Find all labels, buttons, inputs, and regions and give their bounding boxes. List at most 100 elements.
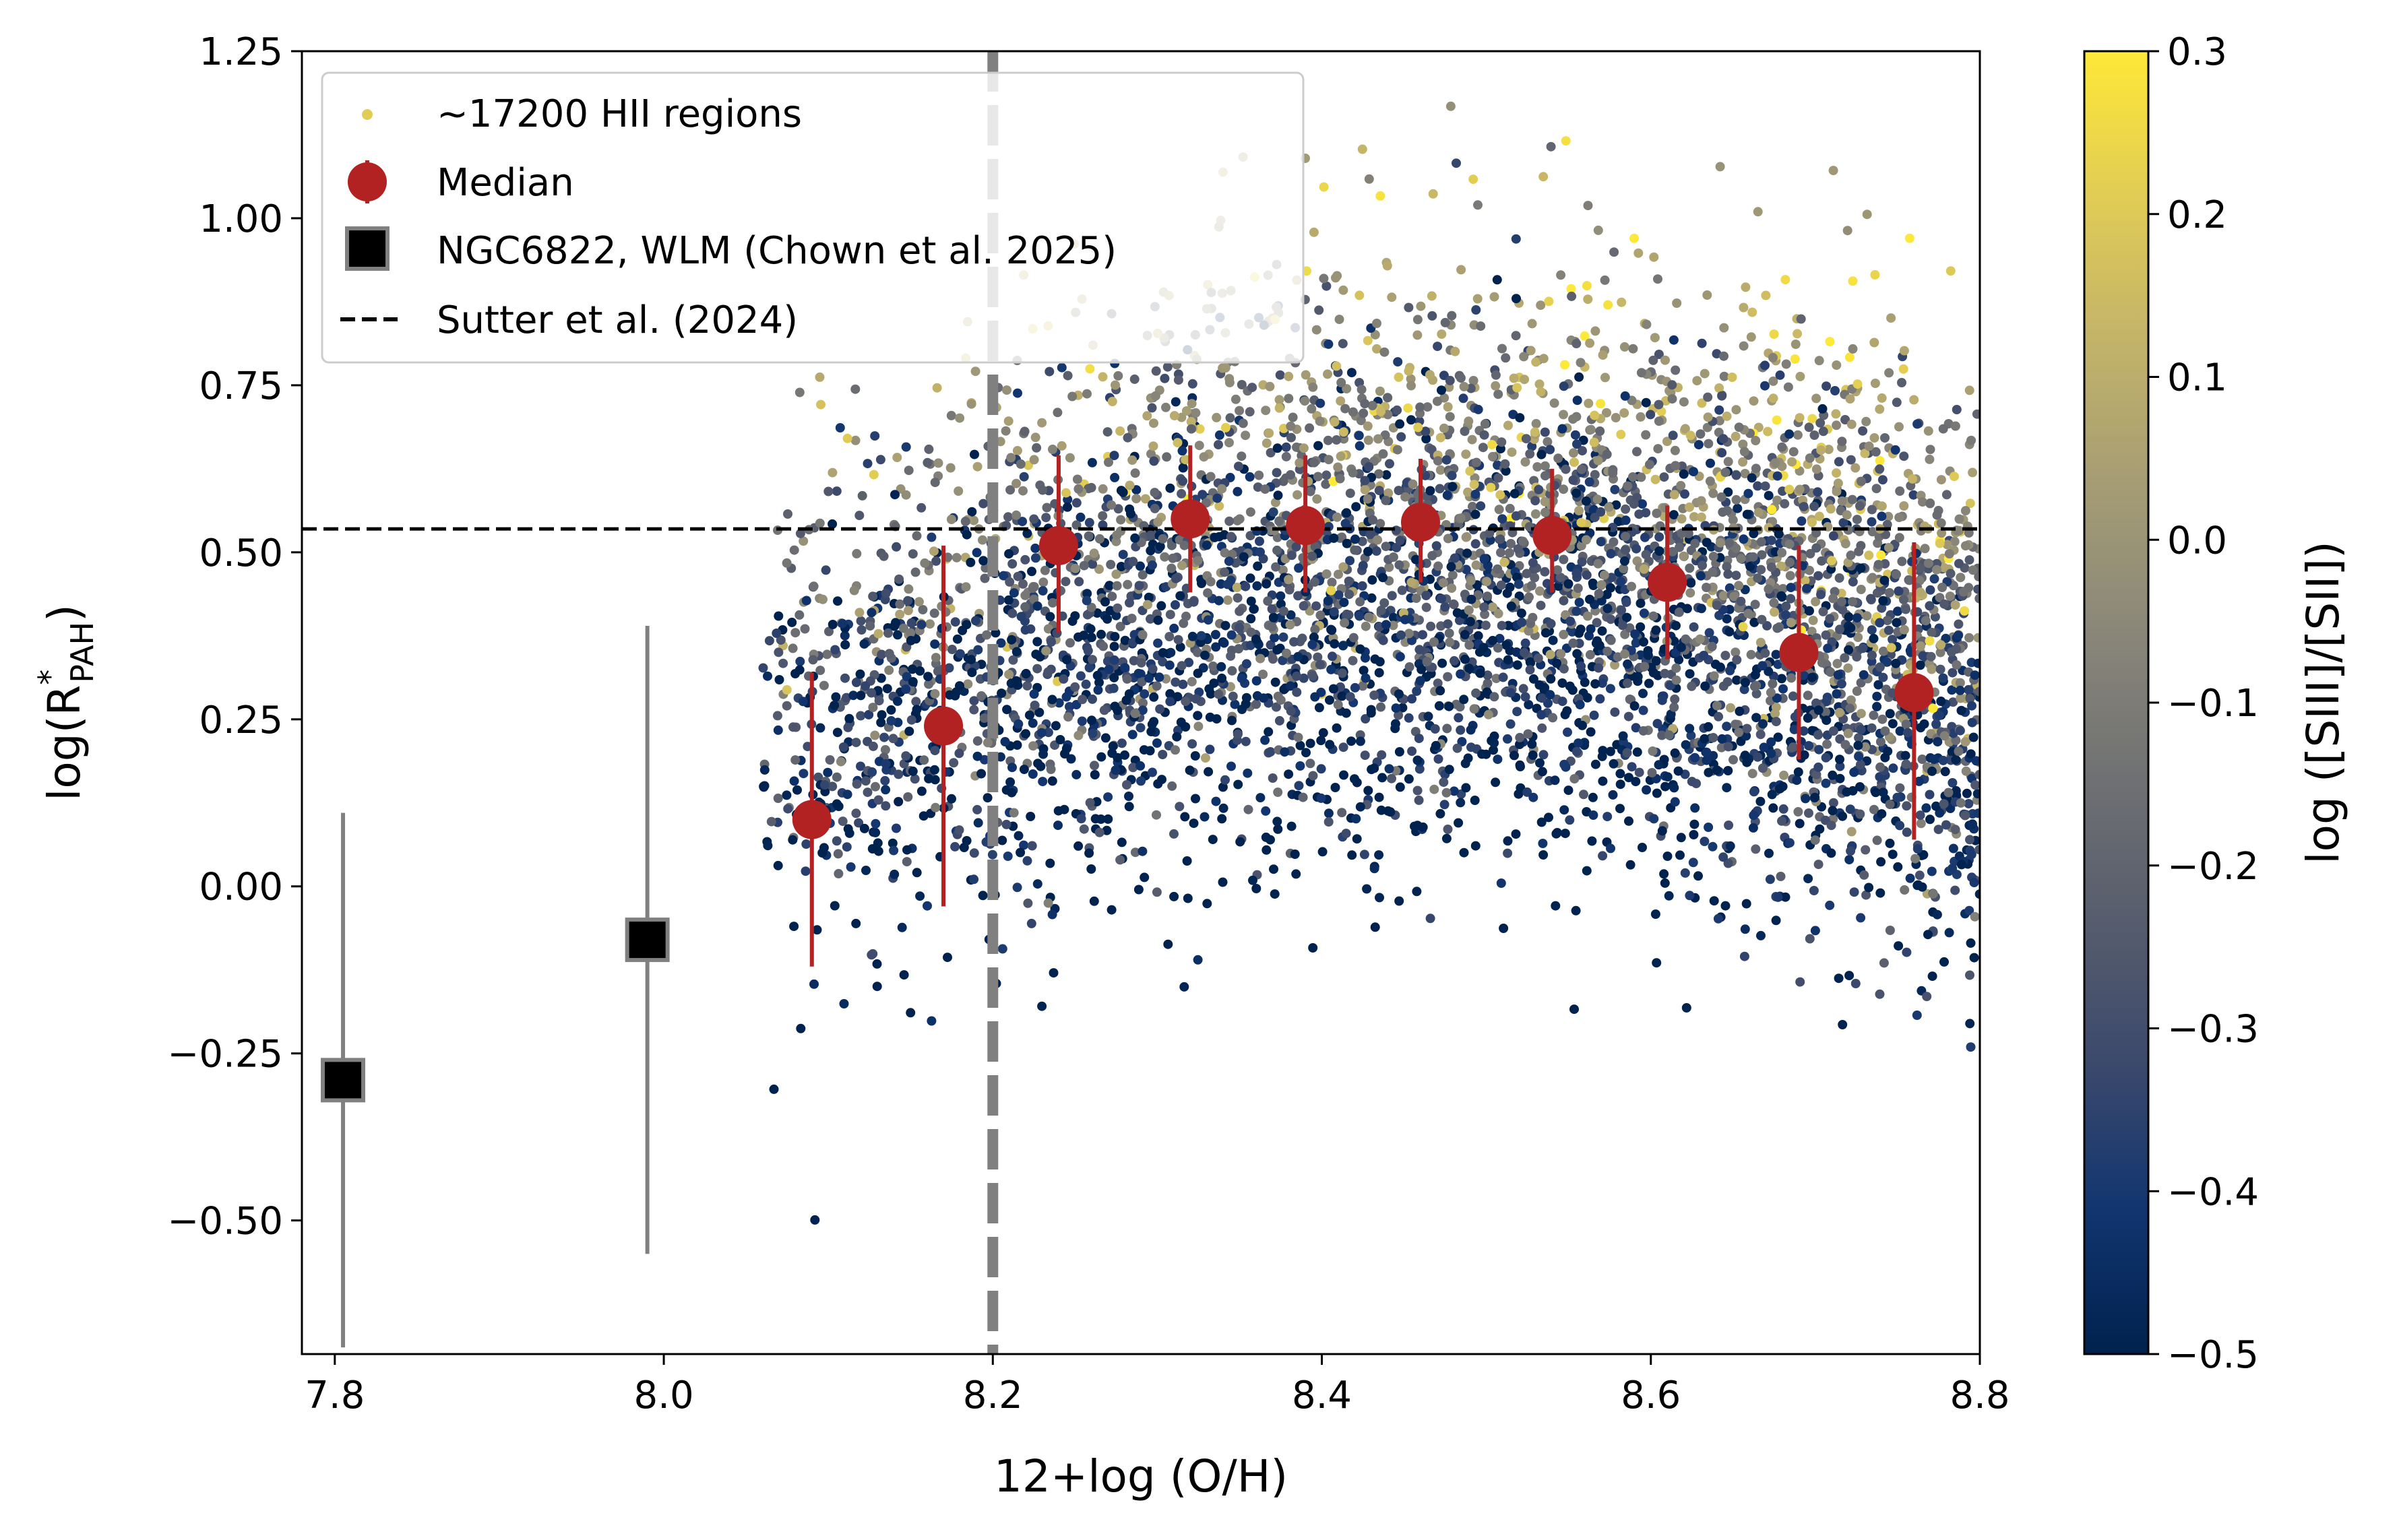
hii-region-point: [1810, 792, 1820, 802]
hii-region-point: [1460, 759, 1470, 769]
hii-region-point: [1641, 430, 1651, 440]
hii-region-point: [1708, 488, 1718, 499]
hii-region-point: [923, 672, 933, 682]
hii-region-point: [1395, 651, 1405, 662]
hii-region-point: [843, 722, 853, 732]
hii-region-point: [871, 819, 881, 829]
hii-region-point: [1177, 412, 1187, 422]
hii-region-point: [1654, 546, 1664, 556]
hii-region-point: [1815, 824, 1825, 834]
hii-region-point: [1769, 598, 1779, 608]
hii-region-point: [1793, 329, 1803, 339]
hii-region-point: [1414, 734, 1424, 744]
hii-region-point: [828, 468, 838, 478]
hii-region-point: [1718, 591, 1728, 601]
hii-region-point: [817, 848, 828, 858]
hii-region-point: [1572, 395, 1582, 406]
hii-region-point: [1165, 483, 1175, 493]
hii-region-point: [1348, 633, 1359, 643]
hii-region-point: [1937, 583, 1948, 592]
hii-region-point: [1309, 632, 1319, 642]
hii-region-point: [1433, 561, 1443, 571]
hii-region-point: [1699, 651, 1709, 660]
hii-region-point: [1675, 850, 1685, 860]
hii-region-point: [978, 891, 988, 901]
hii-region-point: [1724, 604, 1735, 614]
hii-region-point: [1560, 709, 1570, 719]
hii-region-point: [1175, 802, 1185, 812]
hii-region-point: [1811, 393, 1821, 404]
hii-region-point: [1412, 686, 1422, 696]
hii-region-point: [1437, 385, 1446, 395]
hii-region-point: [1241, 736, 1251, 746]
hii-region-point: [1140, 494, 1150, 504]
hii-region-point: [1512, 647, 1522, 657]
hii-region-point: [1696, 604, 1706, 614]
hii-region-point: [1702, 538, 1712, 548]
hii-region-point: [851, 678, 861, 687]
hii-region-point: [1505, 548, 1514, 558]
hii-region-point: [954, 486, 964, 496]
hii-region-point: [1495, 490, 1505, 500]
hii-region-point: [1651, 656, 1661, 666]
hii-region-point: [1330, 783, 1340, 792]
hii-region-point: [1111, 765, 1121, 775]
hii-region-point: [1018, 486, 1028, 496]
hii-region-point: [1470, 489, 1481, 499]
hii-region-point: [1377, 750, 1387, 760]
hii-region-point: [1110, 632, 1120, 641]
hii-region-point: [1471, 305, 1481, 315]
hii-region-point: [1278, 565, 1288, 575]
hii-region-point: [1435, 686, 1445, 696]
hii-region-point: [1499, 924, 1509, 933]
hii-region-point: [1704, 721, 1713, 732]
hii-region-point: [1087, 457, 1097, 468]
hii-region-point: [1747, 769, 1757, 779]
hii-region-point: [1214, 430, 1224, 440]
hii-region-point: [1826, 821, 1836, 831]
hii-region-point: [1855, 782, 1865, 792]
hii-region-point: [1200, 812, 1210, 822]
hii-region-point: [1633, 676, 1643, 686]
hii-region-point: [1938, 424, 1948, 434]
hii-region-point: [1597, 626, 1607, 636]
hii-region-point: [1631, 638, 1641, 648]
hii-region-point: [1733, 503, 1743, 513]
hii-region-point: [1395, 536, 1405, 546]
hii-region-point: [1214, 501, 1224, 511]
hii-region-point: [1396, 432, 1406, 442]
hii-region-point: [1338, 339, 1348, 349]
hii-region-point: [1007, 763, 1017, 773]
hii-region-point: [1055, 735, 1065, 744]
hii-region-point: [1357, 581, 1367, 591]
hii-region-point: [1350, 774, 1359, 784]
hii-region-point: [1632, 447, 1642, 457]
hii-region-point: [1892, 618, 1902, 628]
hii-region-point: [1431, 541, 1441, 551]
hii-region-point: [1316, 764, 1326, 774]
hii-region-point: [1082, 389, 1092, 399]
hii-region-point: [1945, 266, 1956, 276]
hii-region-point: [759, 765, 770, 775]
hii-region-point: [1680, 868, 1690, 878]
hii-region-point: [1764, 584, 1774, 594]
hii-region-point: [1747, 473, 1757, 483]
hii-region-point: [894, 574, 904, 584]
hii-region-point: [1084, 531, 1094, 541]
hii-region-point: [1925, 585, 1935, 595]
hii-region-point: [1208, 835, 1218, 845]
hii-region-point: [919, 755, 929, 765]
hii-region-point: [823, 767, 833, 777]
hii-region-point: [1197, 579, 1206, 588]
hii-region-point: [1113, 371, 1123, 381]
hii-region-point: [1696, 496, 1706, 506]
hii-region-point: [1772, 693, 1782, 703]
hii-region-point: [1536, 387, 1546, 397]
hii-region-point: [1522, 787, 1532, 797]
hii-region-point: [1795, 819, 1805, 829]
hii-region-point: [832, 836, 842, 846]
hii-region-point: [1439, 777, 1449, 788]
hii-region-point: [1028, 718, 1038, 728]
hii-region-point: [1388, 552, 1398, 562]
hii-region-point: [1300, 396, 1310, 406]
